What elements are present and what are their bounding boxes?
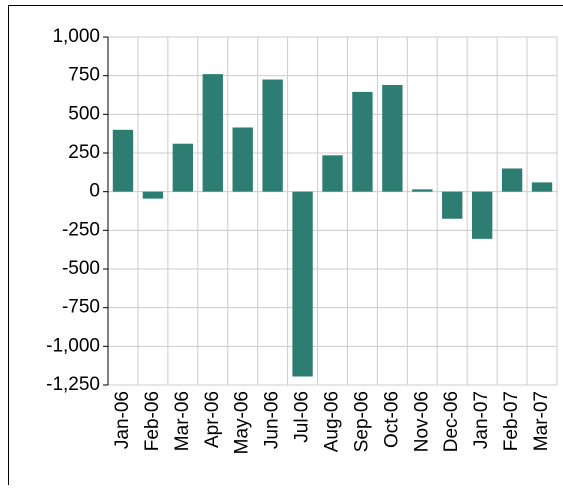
y-tick-label: 1,000 [52, 26, 100, 47]
bar [352, 92, 372, 192]
y-tick-label: -1,250 [46, 374, 100, 395]
x-tick-label: Aug-06 [322, 391, 343, 452]
bar [292, 192, 312, 377]
bar [322, 155, 342, 191]
bar [203, 74, 223, 192]
x-tick-label: Nov-06 [411, 391, 432, 452]
x-tick-label: May-06 [232, 391, 253, 454]
bar [472, 192, 492, 239]
x-tick-label: Mar-07 [531, 391, 552, 451]
bar [233, 127, 253, 191]
bar [532, 182, 552, 191]
y-tick-label: -750 [62, 297, 100, 318]
x-tick-label: Oct-06 [381, 391, 402, 448]
x-tick-label: Dec-06 [441, 391, 462, 452]
x-tick-label: Jun-06 [262, 391, 283, 449]
bar [412, 189, 432, 191]
bar [502, 168, 522, 191]
y-tick-label: -250 [62, 219, 100, 240]
y-tick-label: 750 [68, 65, 100, 86]
x-tick-label: Mar-06 [172, 391, 193, 451]
y-tick-label: 0 [89, 181, 100, 202]
y-tick-label: 500 [68, 103, 100, 124]
x-tick-label: Jan-06 [112, 391, 133, 449]
bar [143, 192, 163, 199]
x-tick-label: Jan-07 [471, 391, 492, 449]
y-tick-label: -1,000 [46, 335, 100, 356]
x-tick-label: Sep-06 [351, 391, 372, 452]
bar [382, 85, 402, 192]
bar [262, 80, 282, 192]
y-tick-label: -500 [62, 258, 100, 279]
x-tick-label: Feb-07 [501, 391, 522, 451]
bar [442, 192, 462, 219]
y-tick-label: 250 [68, 142, 100, 163]
x-tick-label: Jul-06 [292, 391, 313, 443]
bar [113, 130, 133, 192]
x-tick-label: Feb-06 [142, 391, 163, 451]
bar [173, 144, 193, 192]
x-tick-label: Apr-06 [202, 391, 223, 448]
